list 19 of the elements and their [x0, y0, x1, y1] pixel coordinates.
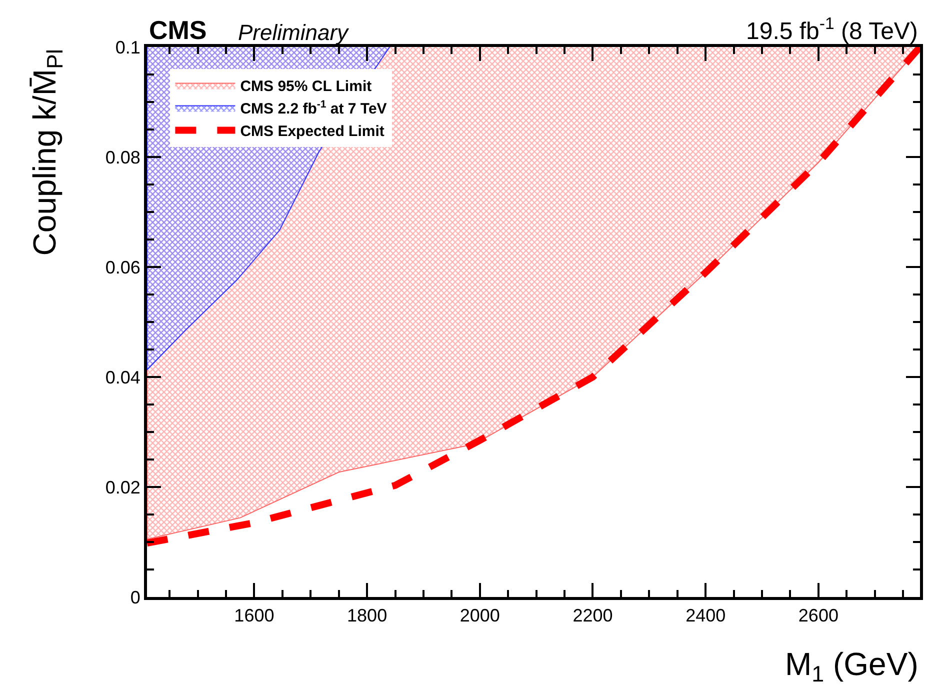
chart-subtitle: Preliminary: [238, 20, 350, 45]
chart-title: CMS: [149, 15, 207, 45]
y-tick-label: 0: [130, 587, 140, 608]
y-tick-label: 0.06: [105, 257, 140, 278]
x-axis-title: M$_{1}$ (GeV): [785, 646, 918, 685]
x-tick-label: 2200: [572, 606, 613, 626]
y-tick-label: 0.04: [105, 367, 140, 388]
x-tick-label: 2400: [686, 606, 726, 626]
legend-label: CMS 95% CL Limit: [240, 78, 372, 96]
x-tick-label: 1600: [234, 606, 274, 626]
legend-label: CMS 2.2 fb$^{-1}$ at 7 TeV: [240, 98, 387, 118]
x-tick-label: 1800: [347, 606, 388, 626]
y-tick-label: 0.08: [105, 147, 140, 168]
x-tick-label: 2600: [798, 606, 838, 626]
text: 19.5 fb$^{-1}$ (8 TeV): [746, 14, 918, 46]
y-tick-label: 0.02: [105, 477, 140, 498]
y-tick-label: 0.1: [115, 37, 140, 58]
x-tick-label: 2000: [460, 606, 500, 626]
legend-label: CMS Expected Limit: [240, 123, 384, 140]
